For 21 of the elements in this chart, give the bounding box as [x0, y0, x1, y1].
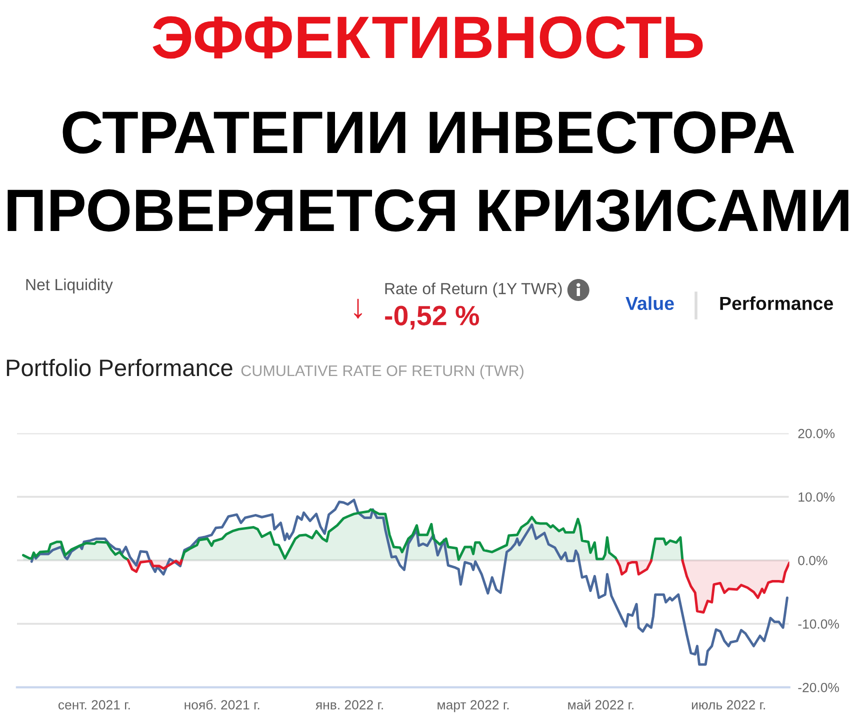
text: -0,52 % [385, 306, 479, 330]
text: Net Liquidity [26, 278, 113, 294]
x-tick-label: сент. 2021 г. [58, 700, 130, 710]
y-tick-label: 20.0% [798, 428, 835, 438]
y-tick-label: 10.0% [798, 492, 835, 502]
text: ↓ [354, 298, 362, 319]
x-tick-label: март 2022 г. [438, 700, 509, 712]
text: Portfolio Performance [6, 358, 232, 376]
x-tick-label: май 2022 г. [568, 700, 634, 710]
x-tick-label: янв. 2022 г. [316, 700, 383, 710]
y-tick-label: 0.0% [798, 556, 828, 566]
chart-title: ЭФФЕКТИВНОСТЬ СТРАТЕГИИ ИНВЕСТОРА ПРОВЕРЯЕТСЯ КРИЗИСАМИ [8, 16, 848, 232]
x-tick-label: июль 2022 г. [692, 700, 765, 710]
y-tick-label: -10.0% [798, 619, 839, 629]
text: CUMULATIVE RATE OF RETURN (TWR) [241, 364, 524, 380]
text: Performance [720, 296, 833, 310]
x-tick-label: нояб. 2021 г. [184, 700, 260, 710]
line-series [30, 498, 788, 666]
text: Value [626, 296, 674, 310]
y-tick-label: -20.0% [798, 682, 839, 692]
text: Rate of Return (1Y TWR) [385, 282, 562, 298]
